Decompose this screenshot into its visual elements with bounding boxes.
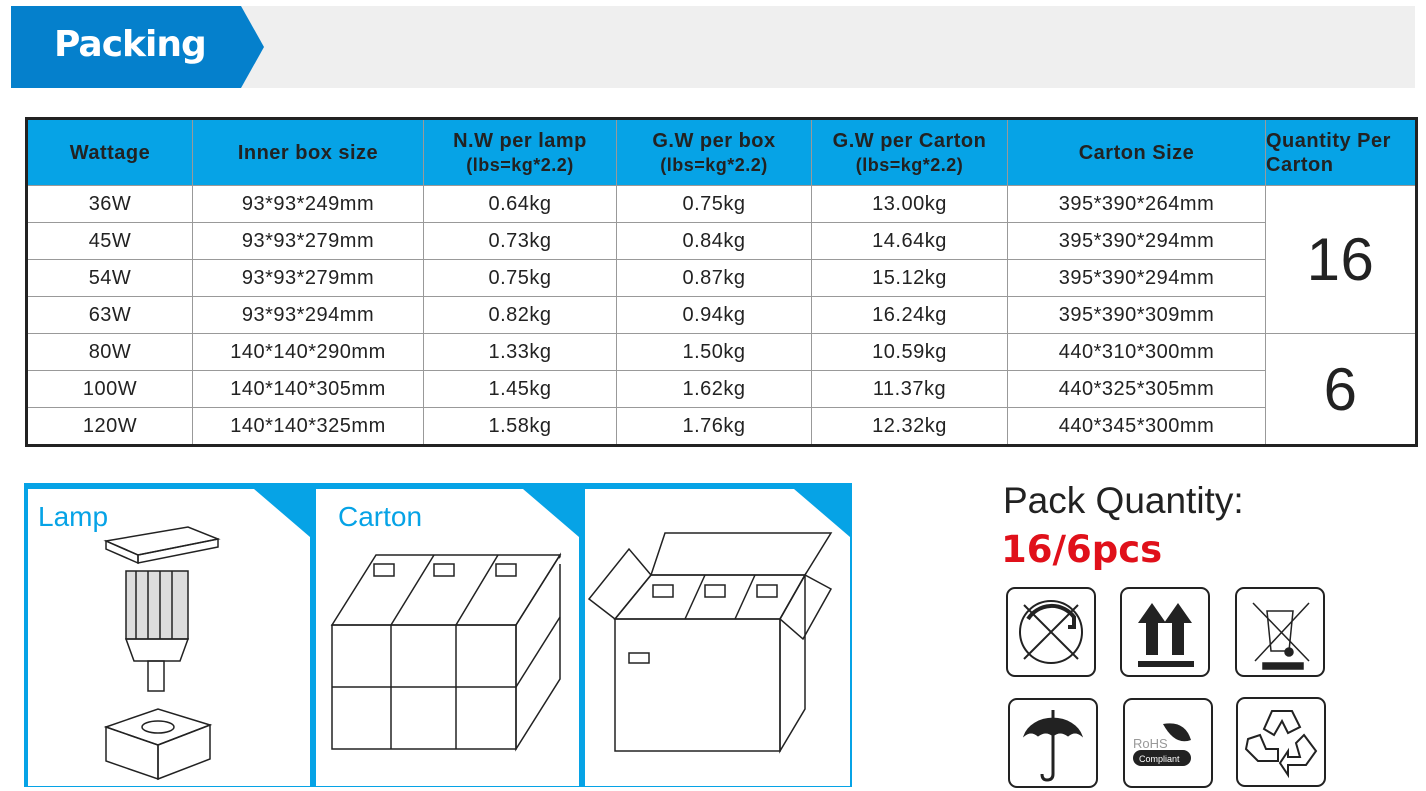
open-box-illustration: [587, 532, 833, 754]
table-cell: 0.82kg: [423, 296, 617, 334]
table-cell: 93*93*249mm: [192, 185, 424, 223]
step-number: 1: [286, 531, 308, 573]
table-row: 63W 93*93*294mm 0.82kg 0.94kg 16.24kg 395*390…: [26, 296, 1417, 334]
keep-dry-umbrella-icon: [1008, 698, 1098, 788]
table-cell: 440*310*300mm: [1007, 333, 1266, 371]
header-unit: (lbs=kg*2.2): [466, 154, 574, 175]
column-header: G.W per Carton (lbs=kg*2.2): [811, 118, 1008, 186]
table-cell: 0.73kg: [423, 222, 617, 260]
table-cell: 1.45kg: [423, 370, 617, 408]
column-header: Inner box size: [192, 118, 424, 186]
weee-no-bin-icon: [1235, 587, 1325, 677]
pack-quantity-value: 16/6pcs: [1001, 528, 1163, 571]
table-cell: 0.75kg: [616, 185, 812, 223]
table-cell: 1.76kg: [616, 407, 812, 446]
quantity-per-carton: 16: [1265, 185, 1417, 334]
table-cell: 1.58kg: [423, 407, 617, 446]
header-text: Carton Size: [1078, 141, 1195, 164]
header-text: Quantity Per Carton: [1266, 129, 1391, 176]
recycle-icon: [1236, 697, 1326, 787]
this-way-up-icon: [1120, 587, 1210, 677]
table-cell: 395*390*294mm: [1007, 259, 1266, 297]
lamp-illustration: [103, 526, 221, 781]
table-cell: 15.12kg: [811, 259, 1008, 297]
rohs-text: RoHS: [1133, 736, 1168, 751]
table-cell: 93*93*294mm: [192, 296, 424, 334]
step-carton: Carton 2: [316, 489, 579, 786]
table-cell: 45W: [26, 222, 193, 260]
section-tag: Packing: [11, 6, 264, 88]
table-cell: 11.37kg: [811, 370, 1008, 408]
table-cell: 16.24kg: [811, 296, 1008, 334]
column-header: Wattage: [26, 118, 193, 186]
table-cell: 0.87kg: [616, 259, 812, 297]
column-header: G.W per box (lbs=kg*2.2): [616, 118, 812, 186]
table-cell: 13.00kg: [811, 185, 1008, 223]
table-cell: 12.32kg: [811, 407, 1008, 446]
table-cell: 54W: [26, 259, 193, 297]
table-cell: 1.62kg: [616, 370, 812, 408]
table-cell: 0.84kg: [616, 222, 812, 260]
table-cell: 395*390*264mm: [1007, 185, 1266, 223]
carton-illustration: [330, 552, 562, 752]
table-row: 36W 93*93*249mm 0.64kg 0.75kg 13.00kg 395*390…: [26, 185, 1417, 334]
table-cell: 80W: [26, 333, 193, 371]
header-unit: (lbs=kg*2.2): [855, 154, 964, 175]
table-cell: 440*345*300mm: [1007, 407, 1266, 446]
table-cell: 0.75kg: [423, 259, 617, 297]
table-cell: 36W: [26, 185, 193, 223]
table-row: 80W 140*140*290mm 1.33kg 1.50kg 10.59kg 440*3…: [26, 333, 1417, 446]
table-row: 45W 93*93*279mm 0.73kg 0.84kg 14.64kg 395*390…: [26, 222, 1417, 260]
table-row: 54W 93*93*279mm 0.75kg 0.87kg 15.12kg 395*390…: [26, 259, 1417, 297]
quantity-per-carton: 6: [1265, 333, 1417, 446]
table-cell: 120W: [26, 407, 193, 446]
table-cell: 14.64kg: [811, 222, 1008, 260]
table-cell: 10.59kg: [811, 333, 1008, 371]
table-cell: 63W: [26, 296, 193, 334]
header-text: Wattage: [69, 141, 151, 164]
column-header: Carton Size: [1007, 118, 1266, 186]
no-rolling-icon: [1006, 587, 1096, 677]
table-cell: 93*93*279mm: [192, 222, 424, 260]
column-header: N.W per lamp (lbs=kg*2.2): [423, 118, 617, 186]
table-cell: 140*140*305mm: [192, 370, 424, 408]
packing-table: Wattage Inner box size N.W per lamp (lbs=kg…: [25, 117, 1418, 447]
step-open-box: 3: [585, 489, 850, 786]
section-title: Packing: [54, 24, 207, 65]
table-cell: 440*325*305mm: [1007, 370, 1266, 408]
rohs-compliant-icon: RoHS Compliant: [1123, 698, 1213, 788]
header-text: G.W per Carton: [832, 129, 987, 152]
table-cell: 93*93*279mm: [192, 259, 424, 297]
steps-frame: Lamp 1 Carton 2 3: [24, 483, 852, 787]
table-cell: 140*140*325mm: [192, 407, 424, 446]
table-row: 100W 140*140*305mm 1.45kg 1.62kg 11.37kg 440*…: [26, 370, 1417, 408]
table-cell: 100W: [26, 370, 193, 408]
header-text: G.W per box: [652, 129, 776, 152]
table-cell: 0.94kg: [616, 296, 812, 334]
table-row: 120W 140*140*325mm 1.58kg 1.76kg 12.32kg 440*…: [26, 407, 1417, 446]
header-text: Inner box size: [237, 141, 379, 164]
header-text: N.W per lamp: [453, 129, 587, 152]
step-number: 2: [555, 531, 577, 573]
table-cell: 1.33kg: [423, 333, 617, 371]
header-unit: (lbs=kg*2.2): [660, 154, 768, 175]
step-lamp: Lamp 1: [28, 489, 310, 786]
rohs-sub: Compliant: [1139, 754, 1180, 764]
table-cell: 395*390*294mm: [1007, 222, 1266, 260]
table-cell: 140*140*290mm: [192, 333, 424, 371]
pack-quantity-label: Pack Quantity:: [1003, 480, 1244, 521]
step-number: 3: [826, 531, 848, 573]
table-cell: 0.64kg: [423, 185, 617, 223]
step-label: Lamp: [38, 501, 109, 532]
column-header: Quantity Per Carton: [1265, 118, 1417, 186]
table-cell: 395*390*309mm: [1007, 296, 1266, 334]
step-label: Carton: [338, 501, 423, 532]
table-cell: 1.50kg: [616, 333, 812, 371]
